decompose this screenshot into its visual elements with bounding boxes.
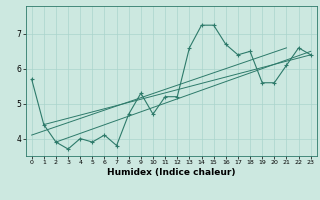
X-axis label: Humidex (Indice chaleur): Humidex (Indice chaleur) (107, 168, 236, 177)
